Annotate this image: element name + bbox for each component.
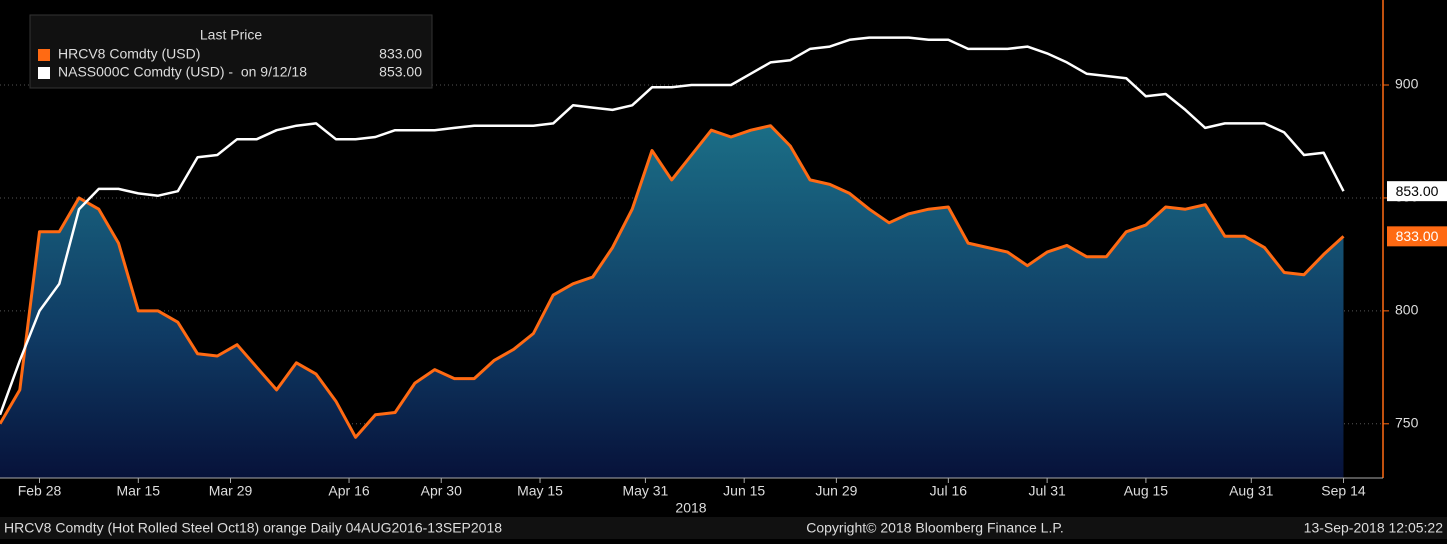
x-tick-label: May 15 bbox=[517, 483, 563, 499]
last-price-tag bbox=[1387, 181, 1447, 202]
footer-bar bbox=[0, 517, 1447, 539]
last-price-label: 833.00 bbox=[1396, 228, 1439, 244]
footer-right: 13-Sep-2018 12:05:22 bbox=[1304, 520, 1444, 536]
x-tick-label: Mar 29 bbox=[209, 483, 253, 499]
legend-value: 833.00 bbox=[379, 46, 422, 62]
legend-title: Last Price bbox=[200, 27, 262, 43]
x-axis-label: 2018 bbox=[675, 500, 706, 516]
footer-left: HRCV8 Comdty (Hot Rolled Steel Oct18) or… bbox=[4, 520, 502, 536]
legend-box bbox=[29, 14, 433, 89]
x-tick-label: Aug 31 bbox=[1229, 483, 1274, 499]
x-tick-label: Apr 16 bbox=[328, 483, 369, 499]
legend-swatch bbox=[38, 67, 50, 79]
area bbox=[0, 125, 1344, 478]
x-tick-label: Jun 29 bbox=[815, 483, 857, 499]
legend-label: HRCV8 Comdty (USD) bbox=[58, 46, 200, 62]
x-tick-label: Apr 30 bbox=[421, 483, 462, 499]
x-tick-label: Sep 14 bbox=[1321, 483, 1366, 499]
footer-center: Copyright© 2018 Bloomberg Finance L.P. bbox=[806, 520, 1064, 536]
x-tick-label: Mar 15 bbox=[117, 483, 161, 499]
x-tick-label: Jul 31 bbox=[1028, 483, 1066, 499]
x-tick-label: May 31 bbox=[622, 483, 668, 499]
y-tick-label: 750 bbox=[1395, 414, 1419, 430]
line bbox=[0, 36, 1345, 416]
x-tick-label: Feb 28 bbox=[18, 483, 62, 499]
last-price-tag bbox=[1387, 226, 1447, 247]
x-tick-label: Jun 15 bbox=[723, 483, 765, 499]
y-tick-label: 800 bbox=[1395, 302, 1419, 318]
legend-value: 853.00 bbox=[379, 64, 422, 80]
x-tick-label: Aug 15 bbox=[1124, 483, 1169, 499]
legend: Last Price HRCV8 Comdty (USD) 833.00 NASS0… bbox=[29, 14, 433, 89]
legend-swatch bbox=[38, 49, 50, 61]
legend-label: NASS000C Comdty (USD) - on 9/12/18 bbox=[58, 64, 307, 80]
y-tick-label: 900 bbox=[1395, 76, 1419, 92]
x-tick-label: Jul 16 bbox=[930, 483, 968, 499]
plot-area bbox=[0, 36, 1345, 478]
line bbox=[0, 124, 1345, 439]
last-price-label: 853.00 bbox=[1396, 183, 1439, 199]
